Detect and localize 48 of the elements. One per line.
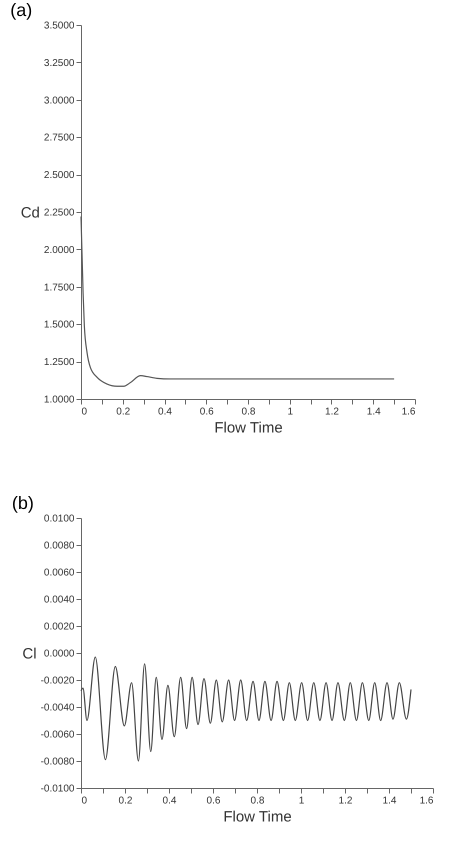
x-tick-label: 1.4 [366, 406, 382, 418]
x-tick-label: 1 [287, 406, 294, 418]
x-tick-label: 1 [298, 796, 305, 806]
x-tick-label: 0.8 [250, 796, 265, 806]
y-tick-label: 0.0080 [44, 540, 75, 552]
x-tick-label: 0.8 [242, 406, 256, 418]
x-tick-label: 1.2 [325, 406, 340, 418]
y-tick-label: 2.0000 [44, 244, 75, 256]
y-tick-label: 3.5000 [44, 20, 75, 32]
chart-title: (a) [10, 0, 32, 20]
x-tick-label: 0.2 [116, 406, 131, 418]
y-tick-label: 1.7500 [44, 282, 75, 294]
x-tick-label: 1.6 [402, 406, 416, 418]
y-tick-label: 1.2500 [44, 357, 75, 368]
chart-title: (b) [12, 493, 34, 513]
y-tick-label: 0.0000 [44, 648, 75, 660]
x-tick-label: 1.2 [338, 796, 353, 806]
y-axis-title: Cd [20, 204, 40, 222]
x-tick-label: 0.2 [118, 796, 133, 806]
y-tick-label: 2.5000 [44, 170, 75, 182]
y-axis-title: Cl [22, 646, 37, 662]
y-tick-label: 0.0060 [44, 568, 75, 578]
y-tick-label: 1.0000 [44, 394, 75, 406]
y-tick-label: -0.0040 [40, 702, 75, 714]
y-tick-label: 0.0020 [44, 622, 75, 632]
x-tick-label: 0.6 [200, 406, 214, 418]
x-tick-label: 0.4 [162, 796, 177, 806]
x-tick-label: 0 [82, 406, 88, 418]
y-tick-label: -0.0080 [40, 756, 75, 768]
x-tick-label: 1.4 [382, 796, 397, 806]
y-tick-label: 1.5000 [44, 320, 75, 331]
y-tick-label: 3.2500 [44, 58, 75, 69]
y-tick-label: 0.0100 [44, 514, 75, 524]
y-tick-label: -0.0100 [40, 784, 75, 794]
y-tick-label: 0.0040 [44, 594, 75, 606]
x-tick-label: 0.4 [158, 406, 172, 418]
y-tick-label: -0.0060 [40, 730, 75, 740]
y-tick-label: 3.0000 [44, 95, 75, 106]
y-tick-label: 2.2500 [44, 208, 75, 218]
line-series [80, 216, 395, 387]
line-series [80, 656, 412, 762]
x-tick-label: 0 [82, 796, 88, 806]
x-axis-title: Flow Time [223, 808, 292, 826]
y-tick-label: 2.7500 [44, 132, 75, 144]
x-tick-label: 1.6 [420, 796, 434, 806]
x-tick-label: 0.6 [206, 796, 221, 806]
y-tick-label: -0.0020 [40, 676, 75, 686]
x-axis-title: Flow Time [214, 420, 283, 436]
